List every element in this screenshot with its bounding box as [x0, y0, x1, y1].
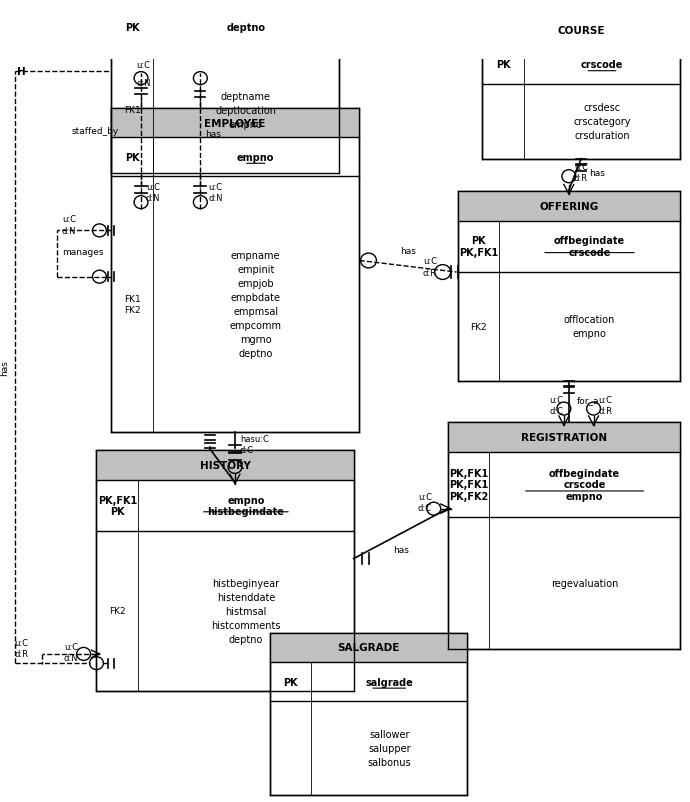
- Text: offbegindate
crscode
empno: offbegindate crscode empno: [549, 468, 620, 501]
- Text: d:R: d:R: [423, 269, 437, 277]
- Text: u:C: u:C: [423, 257, 437, 265]
- Text: hasu:C: hasu:C: [240, 435, 269, 444]
- Text: PK,FK1
PK: PK,FK1 PK: [97, 495, 137, 516]
- Text: d:C: d:C: [240, 446, 254, 455]
- Text: manages: manages: [62, 247, 104, 256]
- Text: REGISTRATION: REGISTRATION: [521, 433, 607, 443]
- Text: has: has: [206, 129, 221, 138]
- Text: H: H: [17, 67, 26, 77]
- Text: crscode: crscode: [581, 60, 623, 70]
- Text: FK2: FK2: [470, 322, 486, 331]
- Text: regevaluation: regevaluation: [551, 578, 618, 589]
- FancyBboxPatch shape: [270, 633, 467, 795]
- FancyBboxPatch shape: [482, 16, 680, 46]
- Text: d:C: d:C: [549, 407, 563, 415]
- Text: u:C: u:C: [598, 395, 613, 404]
- Text: has: has: [589, 168, 605, 177]
- FancyBboxPatch shape: [482, 16, 680, 160]
- Text: FK1: FK1: [124, 106, 141, 115]
- Text: HISTORY: HISTORY: [199, 460, 250, 471]
- FancyBboxPatch shape: [97, 451, 354, 480]
- FancyBboxPatch shape: [448, 423, 680, 650]
- Text: d:R: d:R: [14, 649, 28, 658]
- Text: PK
PK,FK1: PK PK,FK1: [459, 236, 498, 257]
- Text: u:C: u:C: [62, 215, 76, 224]
- Text: PK,FK1
PK,FK1
PK,FK2: PK,FK1 PK,FK1 PK,FK2: [448, 468, 488, 501]
- FancyBboxPatch shape: [448, 423, 680, 452]
- Text: empno: empno: [237, 152, 275, 163]
- Text: OFFERING: OFFERING: [539, 201, 598, 212]
- Text: PK: PK: [283, 677, 297, 687]
- Text: COURSE: COURSE: [558, 26, 605, 36]
- Text: d:C: d:C: [418, 504, 432, 512]
- Text: d:R: d:R: [598, 407, 613, 415]
- Text: SALGRADE: SALGRADE: [337, 642, 400, 653]
- Text: u:C: u:C: [64, 642, 78, 651]
- Text: salgrade: salgrade: [366, 677, 413, 687]
- Text: crsdesc
crscategory
crsduration: crsdesc crscategory crsduration: [573, 103, 631, 141]
- Text: u:C: u:C: [14, 638, 28, 647]
- Text: PK: PK: [495, 60, 511, 70]
- Text: deptname
deptlocation
empno: deptname deptlocation empno: [215, 91, 277, 129]
- Text: d:N: d:N: [208, 194, 223, 203]
- Text: empno
histbegindate: empno histbegindate: [208, 495, 284, 516]
- Text: u:C: u:C: [549, 395, 563, 404]
- Text: empname
empinit
empjob
empbdate
empmsal
empcomm
mgrno
deptno: empname empinit empjob empbdate empmsal …: [230, 251, 282, 358]
- Text: PK: PK: [125, 152, 139, 163]
- Text: d:R: d:R: [574, 174, 588, 183]
- Text: staffed_by: staffed_by: [72, 128, 119, 136]
- Text: has: has: [393, 545, 408, 554]
- FancyBboxPatch shape: [270, 633, 467, 662]
- Text: FK1
FK2: FK1 FK2: [124, 295, 141, 314]
- FancyBboxPatch shape: [97, 451, 354, 691]
- Text: offlocation
empno: offlocation empno: [564, 315, 615, 338]
- FancyBboxPatch shape: [111, 108, 359, 138]
- Text: d:N: d:N: [136, 79, 150, 88]
- Text: offbegindate
crscode: offbegindate crscode: [554, 236, 625, 257]
- FancyBboxPatch shape: [111, 108, 359, 432]
- Text: u:C: u:C: [574, 163, 588, 172]
- Text: d:N: d:N: [64, 654, 79, 662]
- Text: u:C: u:C: [418, 492, 432, 502]
- Text: for_a: for_a: [577, 395, 599, 404]
- Text: histbeginyear
histenddate
histmsal
histcomments
deptno: histbeginyear histenddate histmsal histc…: [211, 578, 281, 644]
- Text: PK: PK: [125, 23, 139, 33]
- Text: EMPLOYEE: EMPLOYEE: [204, 119, 266, 128]
- Text: deptno: deptno: [226, 23, 266, 33]
- FancyBboxPatch shape: [111, 0, 339, 9]
- Text: FK2: FK2: [109, 606, 126, 616]
- Text: d:N: d:N: [62, 227, 77, 236]
- FancyBboxPatch shape: [111, 0, 339, 173]
- Text: u:C: u:C: [136, 61, 150, 70]
- Text: sallower
salupper
salbonus: sallower salupper salbonus: [368, 729, 411, 767]
- Text: d:N: d:N: [146, 194, 161, 203]
- Text: u:C: u:C: [208, 183, 222, 192]
- Text: u:C: u:C: [146, 183, 160, 192]
- FancyBboxPatch shape: [457, 192, 680, 381]
- FancyBboxPatch shape: [457, 192, 680, 221]
- Text: has: has: [1, 359, 10, 375]
- Text: has: has: [400, 247, 416, 256]
